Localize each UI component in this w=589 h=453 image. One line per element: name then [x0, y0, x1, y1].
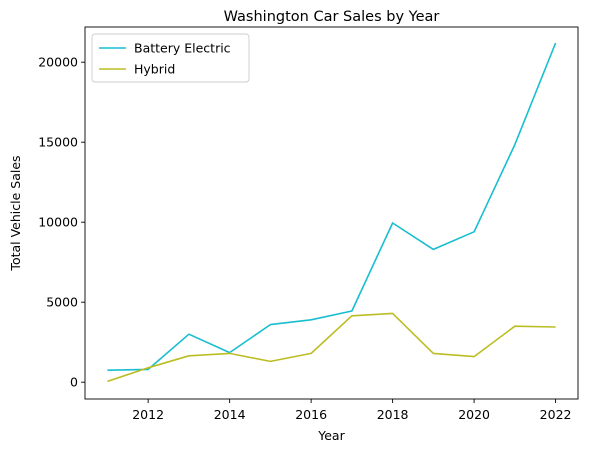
- x-tick-label: 2016: [295, 407, 327, 422]
- x-tick-label: 2012: [132, 407, 164, 422]
- axes-frame: [84, 26, 579, 400]
- legend-label: Battery Electric: [134, 41, 231, 56]
- y-axis-label: Total Vehicle Sales: [8, 155, 23, 271]
- y-tick-label: 5000: [46, 295, 78, 310]
- plot-area: 2012 2014 2016 2018 2020 2022 0 5000 10000 15000 2…: [38, 42, 572, 422]
- legend-box: [91, 33, 250, 83]
- y-tick-label: 0: [70, 375, 78, 390]
- x-tick-label: 2022: [540, 407, 572, 422]
- series-line-battery-electric: [107, 42, 557, 371]
- chart-title: Washington Car Sales by Year: [224, 9, 440, 25]
- series-line-hybrid: [107, 312, 556, 383]
- y-tick-label: 15000: [38, 135, 78, 150]
- x-tick-label: 2020: [458, 407, 490, 422]
- y-tick-label: 10000: [38, 215, 78, 230]
- legend-label: Hybrid: [134, 62, 175, 77]
- x-tick-label: 2018: [377, 407, 409, 422]
- x-axis-label: Year: [317, 428, 345, 443]
- legend: Battery Electric Hybrid: [91, 33, 250, 83]
- x-tick-label: 2014: [214, 407, 246, 422]
- y-tick-label: 20000: [38, 55, 78, 70]
